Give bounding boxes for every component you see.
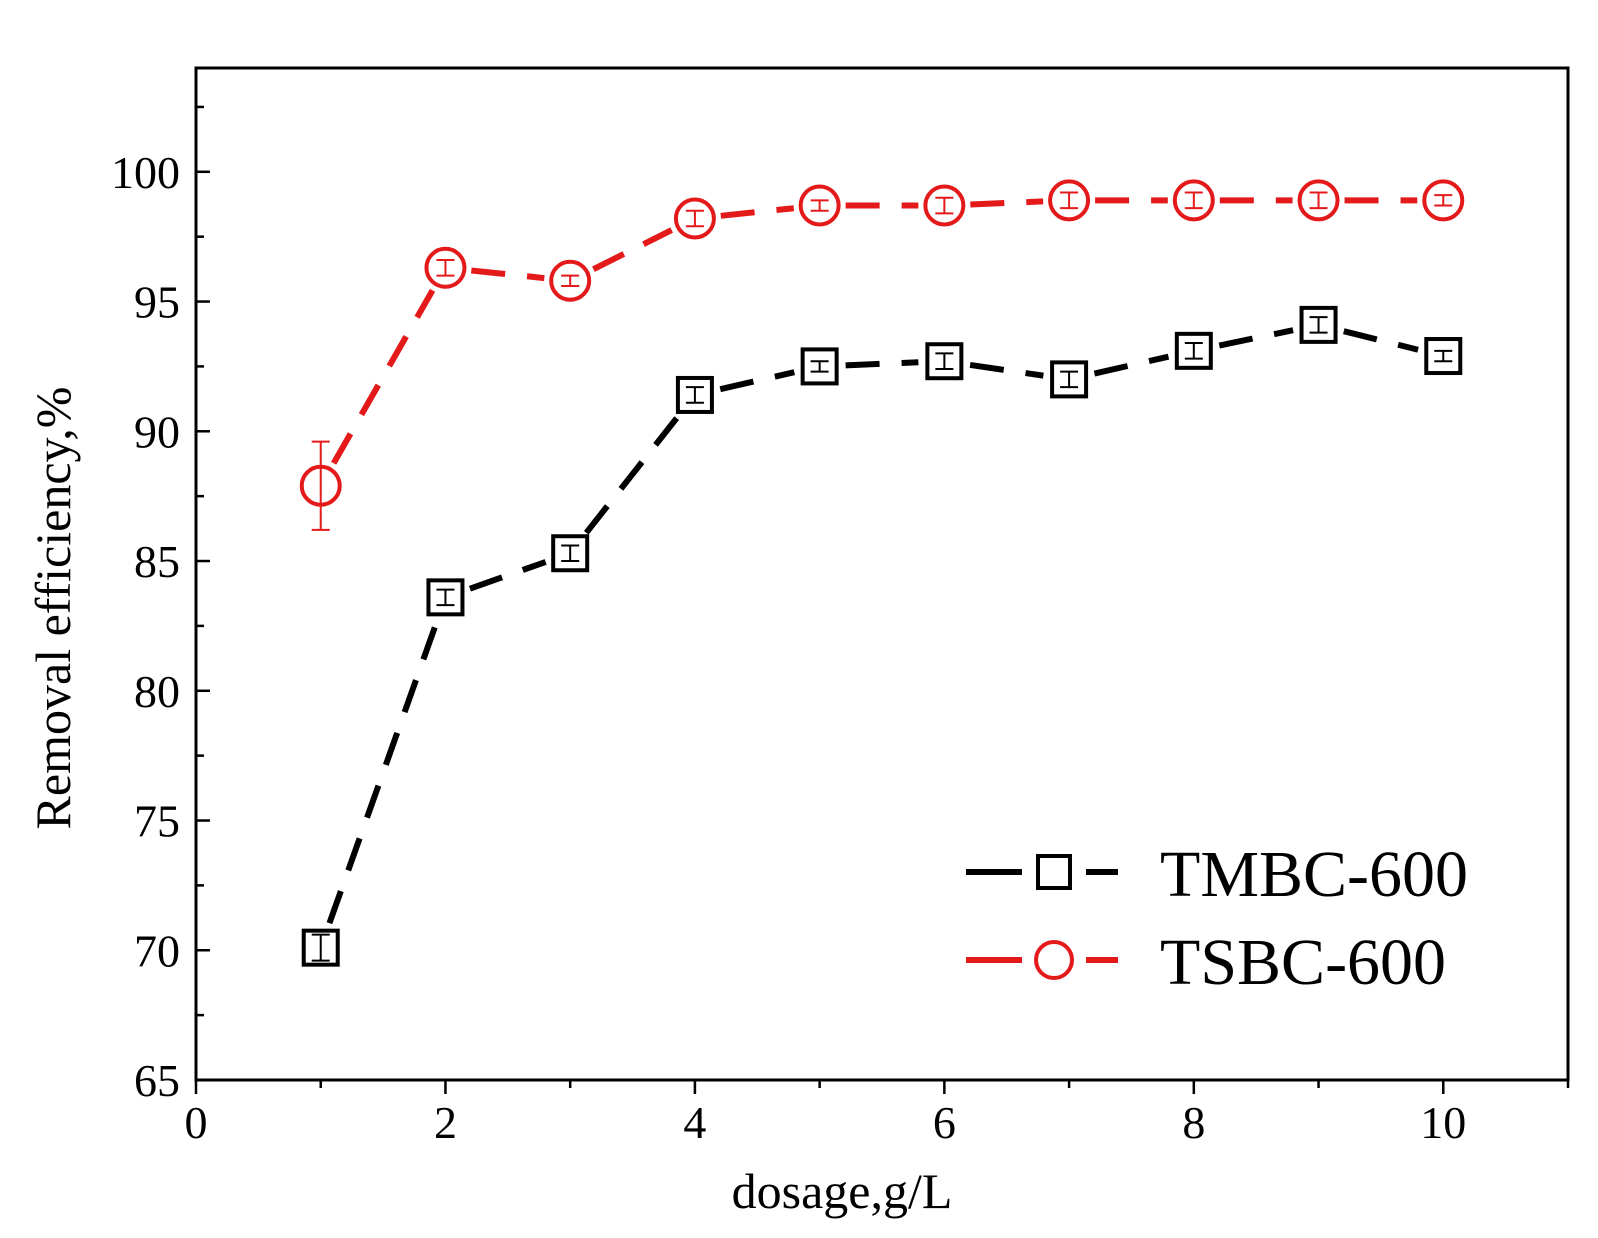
series-line-segment (720, 205, 795, 219)
data-point-square (551, 534, 590, 573)
series-line-segment (1343, 328, 1419, 353)
axis-tick-labels: 0 2 4 6 8 10 65 70 75 80 85 90 95 100 (111, 147, 1466, 1148)
legend-item: TSBC-600 (966, 926, 1446, 999)
legend-item: TMBC-600 (966, 838, 1468, 911)
plot-frame (194, 66, 1570, 1082)
data-point-square (1050, 360, 1089, 399)
series-line-segment (471, 267, 545, 282)
series-line-segment (845, 359, 919, 369)
legend: TMBC-600 TSBC-600 (966, 838, 1468, 999)
data-point-circle (424, 246, 467, 289)
legend-label: TSBC-600 (1160, 926, 1446, 999)
series-line-segment (583, 413, 682, 535)
y-tick-label: 95 (134, 277, 180, 328)
x-axis-label: dosage,g/L (732, 1163, 953, 1219)
series-line-segment (1093, 353, 1170, 377)
data-point-square (1174, 331, 1213, 370)
series-layer (299, 179, 1465, 967)
data-point-circle (923, 184, 966, 227)
series-line-segment (326, 620, 440, 925)
series-line-segment (592, 227, 673, 272)
series-TSBC-600 (299, 179, 1465, 531)
data-point-circle (549, 259, 592, 302)
y-axis-label: Removal efficiency,% (25, 387, 81, 830)
data-point-circle (299, 464, 342, 507)
x-tick-label: 10 (1420, 1097, 1466, 1148)
series-line-segment (1218, 327, 1294, 349)
series-line-segment (719, 369, 795, 393)
data-point-square (675, 375, 714, 414)
data-point-circle (1048, 179, 1091, 222)
data-point-square (301, 928, 340, 967)
y-tick-label: 75 (134, 796, 180, 847)
y-tick-label: 65 (134, 1055, 180, 1106)
legend-label: TMBC-600 (1160, 838, 1468, 911)
series-line-segment (331, 288, 436, 465)
x-tick-label: 8 (1182, 1097, 1205, 1148)
series-TMBC-600 (301, 305, 1463, 967)
x-tick-label: 4 (683, 1097, 706, 1148)
x-tick-label: 2 (434, 1097, 457, 1148)
series-line-segment (970, 198, 1044, 208)
series-line-segment (468, 559, 547, 592)
data-point-square (800, 347, 839, 386)
data-point-square (1424, 337, 1463, 376)
x-tick-label: 6 (933, 1097, 956, 1148)
legend-marker-circle (1034, 940, 1074, 980)
y-tick-label: 70 (134, 925, 180, 976)
series-line-segment (969, 361, 1044, 379)
data-point-circle (798, 184, 841, 227)
axis-ticks (194, 105, 1570, 1094)
data-point-circle (1172, 179, 1215, 222)
y-tick-label: 85 (134, 536, 180, 587)
legend-marker-square (1036, 854, 1072, 890)
data-point-square (1299, 305, 1338, 344)
y-tick-label: 80 (134, 666, 180, 717)
x-tick-label: 0 (185, 1097, 208, 1148)
y-tick-label: 90 (134, 406, 180, 457)
data-point-circle (1297, 179, 1340, 222)
data-point-square (925, 342, 964, 381)
y-tick-label: 100 (111, 147, 180, 198)
data-point-circle (1422, 179, 1465, 222)
data-point-circle (673, 197, 716, 240)
data-point-square (426, 578, 465, 617)
